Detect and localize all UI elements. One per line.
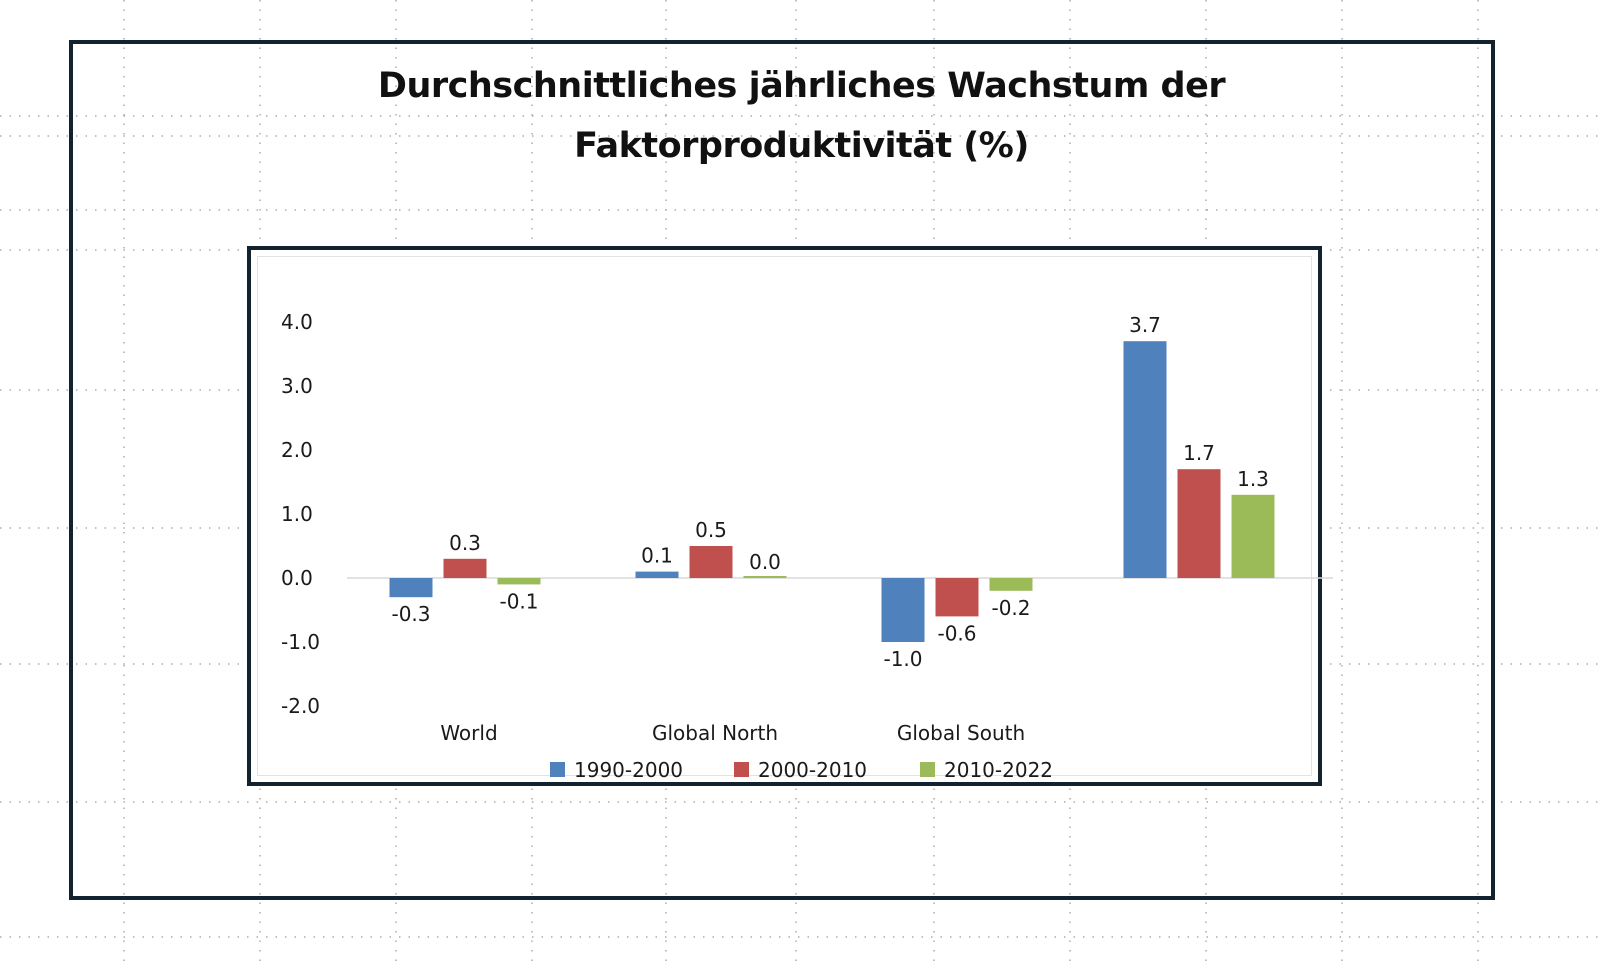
data-label: -0.1	[499, 589, 538, 613]
x-category-label: Global North	[652, 721, 778, 745]
bar	[881, 578, 925, 642]
legend-label: 2010-2022	[944, 758, 1053, 782]
legend-label: 2000-2010	[758, 758, 867, 782]
bar	[1231, 494, 1275, 578]
slide-frame	[69, 40, 1495, 900]
y-tick-label: -1.0	[281, 630, 320, 654]
bar	[443, 558, 487, 578]
y-tick-label: 2.0	[281, 438, 313, 462]
y-tick-label: 4.0	[281, 310, 313, 334]
data-label: -0.2	[991, 596, 1030, 620]
legend-swatch	[550, 762, 565, 777]
data-label: 0.5	[695, 518, 727, 542]
y-tick-label: 3.0	[281, 374, 313, 398]
bar	[497, 578, 541, 585]
legend-label: 1990-2000	[574, 758, 683, 782]
bar	[635, 571, 679, 578]
data-label: -0.3	[391, 602, 430, 626]
x-category-label: Global South	[897, 721, 1025, 745]
bar	[935, 578, 979, 617]
bar	[1123, 341, 1167, 578]
legend-swatch	[920, 762, 935, 777]
data-label: 0.3	[449, 531, 481, 555]
bar	[389, 578, 433, 598]
y-tick-label: 1.0	[281, 502, 313, 526]
bar	[1177, 469, 1221, 578]
bar	[743, 576, 787, 578]
data-label: 0.1	[641, 544, 673, 568]
chart-area	[257, 256, 1312, 776]
data-label: 0.0	[749, 550, 781, 574]
data-label: -0.6	[937, 621, 976, 645]
chart-title-line-1: Durchschnittliches jährliches Wachstum d…	[377, 66, 1226, 106]
chart-title-line-2: Faktorproduktivität (%)	[574, 126, 1029, 166]
bar	[689, 546, 733, 578]
data-label: 1.3	[1237, 467, 1269, 491]
bar	[989, 578, 1033, 591]
y-tick-label: 0.0	[281, 566, 313, 590]
legend-swatch	[734, 762, 749, 777]
data-label: 1.7	[1183, 441, 1215, 465]
data-label: 3.7	[1129, 313, 1161, 337]
x-category-label: World	[440, 721, 497, 745]
data-label: -1.0	[883, 647, 922, 671]
y-tick-label: -2.0	[281, 694, 320, 718]
chart-title: Durchschnittliches jährliches Wachstum d…	[0, 56, 1603, 176]
